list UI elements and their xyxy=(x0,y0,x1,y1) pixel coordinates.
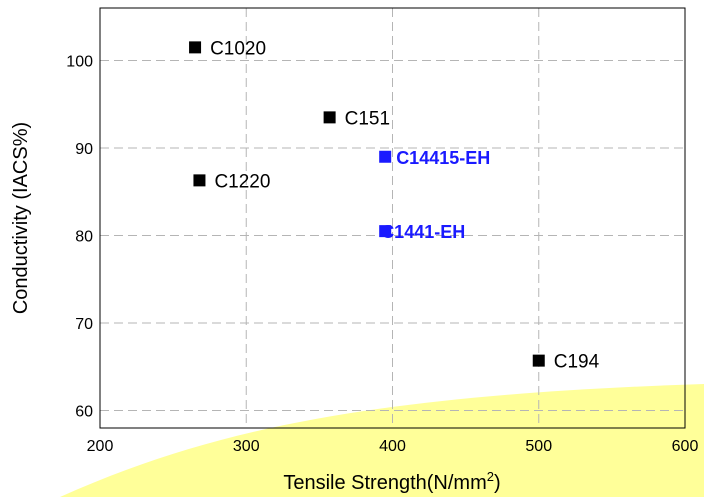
x-tick-label: 600 xyxy=(672,438,699,455)
x-tick-label: 500 xyxy=(525,438,552,455)
x-tick-label: 300 xyxy=(233,438,260,455)
y-tick-label: 60 xyxy=(75,404,93,421)
data-point-label: C1441-EH xyxy=(381,222,465,242)
data-point-label: C1020 xyxy=(210,38,266,59)
data-points: C1020 C151 C14415-EH C1220 C1441-EH C194 xyxy=(189,38,600,373)
data-point-label: C151 xyxy=(345,108,390,129)
data-point-label: C14415-EH xyxy=(396,148,490,168)
data-point-marker xyxy=(532,354,545,367)
x-axis-title: Tensile Strength(N/mm2) xyxy=(283,469,500,494)
data-point-marker xyxy=(379,150,392,163)
y-tick-label: 80 xyxy=(75,229,93,246)
data-point-marker xyxy=(193,174,206,187)
x-tick-label: 200 xyxy=(87,438,114,455)
x-axis-ticks: 200 300 400 500 600 xyxy=(87,438,699,455)
data-point-label: C194 xyxy=(554,352,600,373)
x-axis-title-sup: 2 xyxy=(487,469,494,484)
data-point-marker xyxy=(323,111,336,124)
y-axis-ticks: 60 70 80 90 100 xyxy=(66,54,93,421)
plot-frame xyxy=(99,7,686,429)
y-axis-title: Conductivity (IACS%) xyxy=(10,122,32,314)
x-axis-title-end: ) xyxy=(494,472,501,494)
data-point-label: C1220 xyxy=(214,171,270,192)
data-point-marker xyxy=(379,225,392,238)
y-tick-label: 100 xyxy=(66,54,93,71)
y-tick-label: 90 xyxy=(75,141,93,158)
highlight-band xyxy=(60,384,704,497)
y-tick-label: 70 xyxy=(75,316,93,333)
data-point-marker xyxy=(189,41,202,54)
x-tick-label: 400 xyxy=(379,438,406,455)
x-axis-title-main: Tensile Strength(N/mm xyxy=(283,472,486,494)
